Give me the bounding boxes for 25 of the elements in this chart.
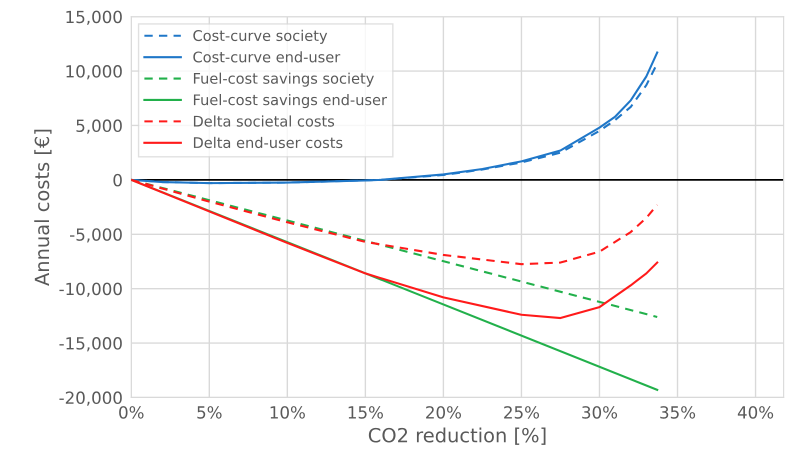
legend-label: Cost-curve society [193,30,328,44]
y-tick-label: 15,000 [66,10,122,25]
legend-label: Delta end-user costs [194,136,342,148]
x-tick-label: 40% [738,406,774,419]
x-tick-label: 25% [504,406,540,419]
y-axis-title: Annual costs [€] [34,130,52,286]
x-tick-label: 10% [270,406,305,419]
x-tick-label: 15% [348,406,383,419]
x-tick-label: 35% [660,406,696,419]
legend-label: Fuel-cost savings end-user [194,94,388,108]
x-axis-title: CO2 reduction [%] [368,427,546,445]
y-tick-label: -5,000 [70,228,122,243]
x-tick-label: 5% [197,406,222,419]
legend-label: Cost-curve end-user [193,51,340,62]
legend-label: Fuel-cost savings society [194,72,374,87]
x-tick-label: 20% [426,406,462,419]
legend-label: Delta societal costs [194,115,334,127]
x-tick-label: 30% [582,406,618,419]
y-tick-label: -20,000 [59,391,122,406]
y-tick-label: 0 [113,174,122,186]
y-tick-label: 10,000 [66,65,122,80]
y-tick-label: 5,000 [76,119,122,134]
x-tick-label: 0% [119,406,144,419]
y-tick-label: -10,000 [59,282,122,297]
y-tick-label: -15,000 [59,337,122,352]
